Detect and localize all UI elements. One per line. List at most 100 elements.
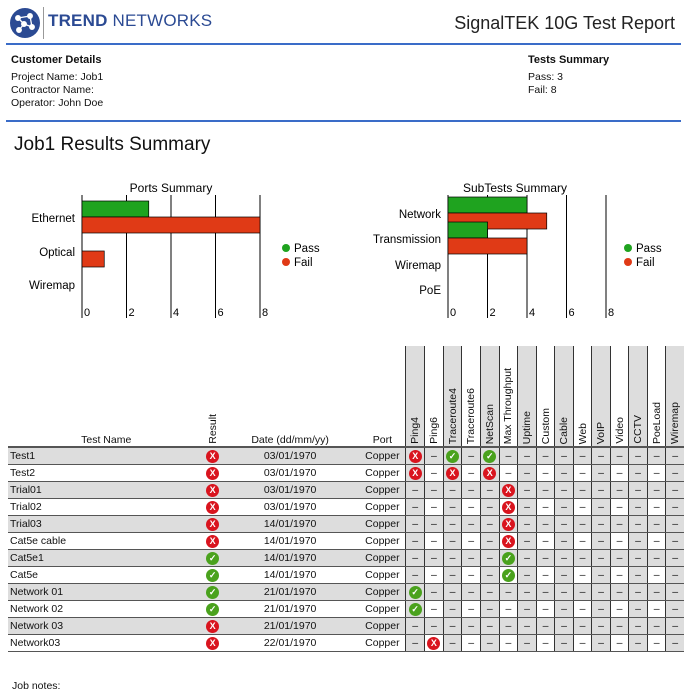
subtest-cell: – bbox=[646, 634, 666, 652]
test-date: 14/01/1970 bbox=[220, 515, 360, 533]
subtest-cell: – bbox=[424, 481, 444, 499]
subtest-cell: – bbox=[442, 566, 462, 584]
subtest-cell: – bbox=[461, 617, 481, 635]
subtest-cell: – bbox=[609, 464, 629, 482]
test-date: 14/01/1970 bbox=[220, 566, 360, 584]
result-cell: X bbox=[204, 634, 221, 652]
subtest-cell: – bbox=[646, 498, 666, 516]
subtest-cell: – bbox=[665, 447, 684, 465]
not-run-dash: – bbox=[579, 620, 586, 632]
category-label: Network bbox=[399, 209, 441, 221]
not-run-dash: – bbox=[598, 535, 604, 547]
x-tick-label: 0 bbox=[450, 307, 456, 319]
subtest-cell: – bbox=[665, 617, 684, 635]
subtest-cell: – bbox=[646, 583, 666, 601]
subtest-cell: – bbox=[461, 481, 481, 499]
not-run-dash: – bbox=[616, 603, 623, 615]
x-tick-label: 0 bbox=[84, 307, 90, 319]
not-run-dash: – bbox=[524, 501, 530, 513]
subtest-cell: – bbox=[479, 515, 500, 533]
subtest-cell: ✓ bbox=[498, 566, 518, 584]
test-name: Trial03 bbox=[8, 515, 205, 533]
fail-x-icon: X bbox=[206, 636, 220, 650]
subtest-cell: – bbox=[591, 464, 611, 482]
subtest-cell: – bbox=[517, 532, 537, 550]
not-run-dash: – bbox=[672, 501, 679, 513]
col-subtest: Ping4 bbox=[405, 346, 425, 448]
subtest-cell: – bbox=[646, 566, 666, 584]
col-subtest: Video bbox=[609, 346, 629, 448]
not-run-dash: – bbox=[412, 484, 419, 496]
subtest-cell: – bbox=[498, 600, 518, 618]
chart-title: SubTests Summary bbox=[463, 181, 567, 195]
x-tick-label: 4 bbox=[173, 307, 179, 319]
subtest-cell: – bbox=[572, 532, 592, 550]
subtest-cell: – bbox=[535, 634, 555, 652]
subtest-cell: – bbox=[442, 515, 462, 533]
not-run-dash: – bbox=[598, 450, 604, 462]
tests-summary-heading: Tests Summary bbox=[528, 54, 610, 66]
section-divider bbox=[6, 120, 681, 122]
not-run-dash: – bbox=[672, 552, 679, 564]
not-run-dash: – bbox=[635, 603, 642, 615]
subtest-cell: – bbox=[646, 515, 666, 533]
subtest-cell: – bbox=[554, 498, 574, 516]
subtest-cell: – bbox=[572, 481, 592, 499]
subtest-cell: – bbox=[665, 634, 684, 652]
not-run-dash: – bbox=[542, 637, 549, 649]
subtest-cell: – bbox=[628, 549, 648, 567]
subtest-cell: – bbox=[442, 617, 462, 635]
test-port: Copper bbox=[359, 532, 406, 550]
not-run-dash: – bbox=[486, 518, 493, 530]
trend-networks-logo-icon bbox=[10, 8, 40, 38]
subtest-cell: – bbox=[517, 515, 537, 533]
not-run-dash: – bbox=[430, 569, 437, 581]
col-port: Port bbox=[359, 346, 406, 448]
not-run-dash: – bbox=[430, 518, 437, 530]
subtest-cell: – bbox=[424, 447, 444, 465]
fail-x-icon: X bbox=[483, 466, 497, 480]
col-date: Date (dd/mm/yy) bbox=[220, 346, 360, 448]
legend-label: Fail bbox=[636, 257, 655, 269]
subtest-cell: – bbox=[628, 617, 648, 635]
not-run-dash: – bbox=[616, 620, 623, 632]
subtest-cell: – bbox=[554, 515, 574, 533]
pass-check-icon: ✓ bbox=[408, 585, 422, 599]
result-cell: ✓ bbox=[204, 566, 221, 584]
not-run-dash: – bbox=[486, 569, 493, 581]
col-subtest: Ping6 bbox=[424, 346, 444, 448]
not-run-dash: – bbox=[616, 535, 623, 547]
subtest-cell: – bbox=[665, 515, 684, 533]
not-run-dash: – bbox=[579, 518, 586, 530]
subtest-cell: – bbox=[405, 566, 425, 584]
not-run-dash: – bbox=[561, 535, 567, 547]
subtest-cell: – bbox=[591, 447, 611, 465]
subtest-cell: – bbox=[628, 583, 648, 601]
subtest-cell: – bbox=[609, 549, 629, 567]
subtest-cell: – bbox=[424, 532, 444, 550]
subtest-cell: – bbox=[554, 634, 574, 652]
test-port: Copper bbox=[359, 464, 406, 482]
fail-bar bbox=[447, 237, 528, 255]
customer-details-heading: Customer Details bbox=[11, 54, 102, 66]
result-cell: X bbox=[204, 447, 221, 465]
test-port: Copper bbox=[359, 481, 406, 499]
result-cell: ✓ bbox=[204, 583, 221, 601]
not-run-dash: – bbox=[468, 484, 475, 496]
not-run-dash: – bbox=[524, 603, 530, 615]
test-port: Copper bbox=[359, 498, 406, 516]
category-label: PoE bbox=[419, 285, 441, 297]
result-cell: X bbox=[204, 464, 221, 482]
pass-check-icon: ✓ bbox=[206, 551, 220, 565]
subtest-cell: – bbox=[665, 583, 684, 601]
not-run-dash: – bbox=[468, 501, 475, 513]
subtest-cell: – bbox=[591, 600, 611, 618]
brand-name: TREND NETWORKS bbox=[48, 11, 212, 31]
fail-bar bbox=[81, 216, 261, 234]
subtest-cell: – bbox=[479, 549, 500, 567]
not-run-dash: – bbox=[672, 535, 679, 547]
col-result: Result bbox=[204, 346, 221, 448]
test-name: Cat5e cable bbox=[8, 532, 205, 550]
subtest-cell: – bbox=[461, 600, 481, 618]
not-run-dash: – bbox=[542, 518, 549, 530]
